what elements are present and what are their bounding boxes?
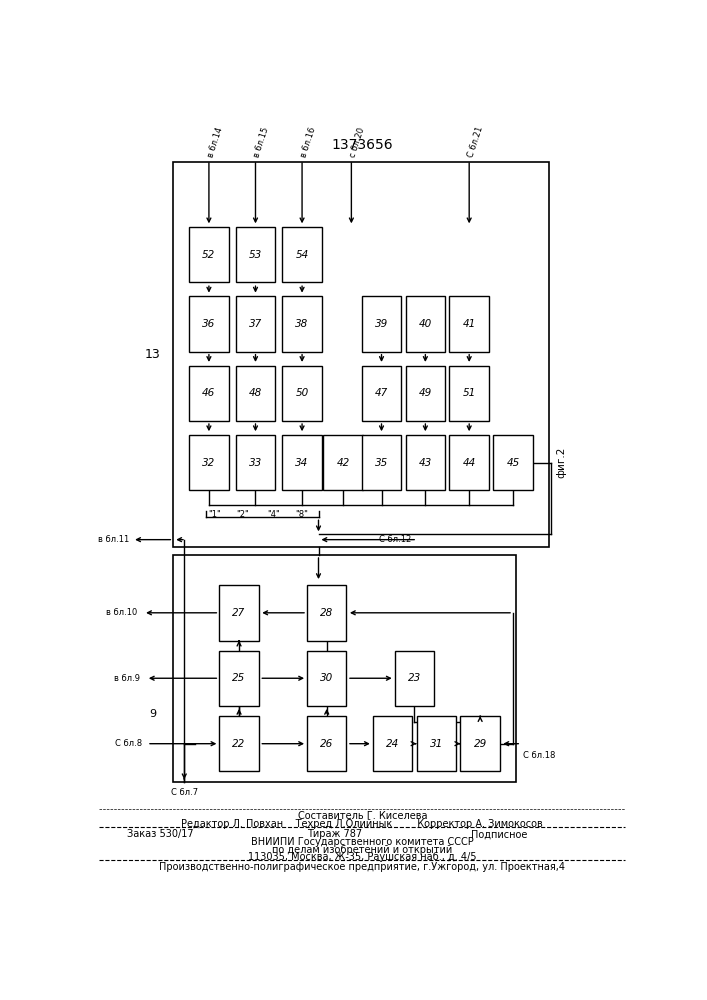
Text: 27: 27 (233, 608, 245, 618)
Bar (235, 296, 275, 352)
Text: 30: 30 (320, 673, 333, 683)
Text: фиг.2: фиг.2 (556, 447, 566, 478)
Text: 47: 47 (375, 388, 388, 398)
Bar (235, 227, 275, 282)
Text: 39: 39 (375, 319, 388, 329)
Text: "4": "4" (267, 510, 280, 519)
Bar (189, 435, 228, 490)
Text: 46: 46 (202, 388, 216, 398)
Bar (395, 651, 434, 706)
Bar (406, 435, 445, 490)
Text: с бл.20: с бл.20 (349, 126, 367, 158)
Text: 41: 41 (462, 319, 476, 329)
Bar (173, 162, 549, 547)
Text: 113035, Москва, Ж-35, Раушская наб., д. 4/5: 113035, Москва, Ж-35, Раушская наб., д. … (248, 852, 477, 862)
Text: Заказ 530/17: Заказ 530/17 (127, 829, 193, 839)
Text: 38: 38 (296, 319, 309, 329)
Bar (406, 296, 445, 352)
Bar (450, 435, 489, 490)
Text: 9: 9 (149, 709, 156, 719)
Text: Тираж 787: Тираж 787 (308, 829, 363, 839)
Text: 37: 37 (249, 319, 262, 329)
Text: "1": "1" (208, 510, 221, 519)
Bar (219, 651, 259, 706)
Bar (416, 716, 456, 771)
Bar (362, 366, 402, 421)
Text: в бл.15: в бл.15 (253, 126, 271, 158)
Text: 45: 45 (506, 458, 520, 468)
Bar (219, 716, 259, 771)
Text: С бл.7: С бл.7 (170, 788, 198, 797)
Bar (406, 366, 445, 421)
Bar (373, 716, 412, 771)
Text: ВНИИПИ Государственного комитета СССР: ВНИИПИ Государственного комитета СССР (251, 837, 474, 847)
Text: 22: 22 (233, 739, 245, 749)
Bar (235, 366, 275, 421)
Text: Производственно-полиграфическое предприятие, г.Ужгород, ул. Проектная,4: Производственно-полиграфическое предприя… (159, 862, 566, 872)
Bar (362, 435, 402, 490)
Text: 43: 43 (419, 458, 432, 468)
Text: по делам изобретений и открытий: по делам изобретений и открытий (272, 845, 452, 855)
Text: 23: 23 (408, 673, 421, 683)
Text: С бл.12: С бл.12 (379, 535, 411, 544)
Text: 29: 29 (474, 739, 486, 749)
Text: Редактор Л. Повхан    Техред Л.Олийнык        Корректор А. Зимокосов: Редактор Л. Повхан Техред Л.Олийнык Корр… (182, 819, 543, 829)
Text: 54: 54 (296, 250, 309, 260)
Bar (450, 366, 489, 421)
Text: 48: 48 (249, 388, 262, 398)
Text: 51: 51 (462, 388, 476, 398)
Text: С бл.21: С бл.21 (467, 125, 485, 158)
Bar (307, 585, 346, 641)
Text: 50: 50 (296, 388, 309, 398)
Bar (307, 716, 346, 771)
Text: 44: 44 (462, 458, 476, 468)
Text: в бл.11: в бл.11 (98, 535, 129, 544)
Bar (219, 585, 259, 641)
Bar (282, 366, 322, 421)
Bar (323, 435, 363, 490)
Bar (282, 435, 322, 490)
Bar (189, 227, 228, 282)
Text: Подписное: Подписное (471, 829, 527, 839)
Text: 33: 33 (249, 458, 262, 468)
Bar (450, 296, 489, 352)
Text: 26: 26 (320, 739, 333, 749)
Bar (235, 435, 275, 490)
Bar (282, 296, 322, 352)
Text: 28: 28 (320, 608, 333, 618)
Text: 49: 49 (419, 388, 432, 398)
Bar (189, 296, 228, 352)
Text: 34: 34 (296, 458, 309, 468)
Text: в бл.10: в бл.10 (107, 608, 138, 617)
Text: Составитель Г. Киселева: Составитель Г. Киселева (298, 811, 427, 821)
Text: 40: 40 (419, 319, 432, 329)
Bar (460, 716, 500, 771)
Text: 52: 52 (202, 250, 216, 260)
Text: 13: 13 (145, 348, 161, 361)
Bar (189, 366, 228, 421)
Text: 31: 31 (430, 739, 443, 749)
Text: С бл.8: С бл.8 (115, 739, 142, 748)
Text: 1373656: 1373656 (332, 138, 393, 152)
Text: "8": "8" (296, 510, 308, 519)
Text: С бл.18: С бл.18 (523, 751, 555, 760)
Text: в бл.16: в бл.16 (299, 126, 317, 158)
Text: 53: 53 (249, 250, 262, 260)
Bar (362, 296, 402, 352)
Text: 35: 35 (375, 458, 388, 468)
Bar (173, 555, 516, 782)
Bar (282, 227, 322, 282)
Bar (493, 435, 533, 490)
Text: 24: 24 (386, 739, 399, 749)
Bar (307, 651, 346, 706)
Text: 36: 36 (202, 319, 216, 329)
Text: 32: 32 (202, 458, 216, 468)
Text: 25: 25 (233, 673, 245, 683)
Text: в бл.9: в бл.9 (115, 674, 141, 683)
Text: в бл.14: в бл.14 (206, 126, 224, 158)
Text: "2": "2" (237, 510, 250, 519)
Text: 42: 42 (337, 458, 350, 468)
